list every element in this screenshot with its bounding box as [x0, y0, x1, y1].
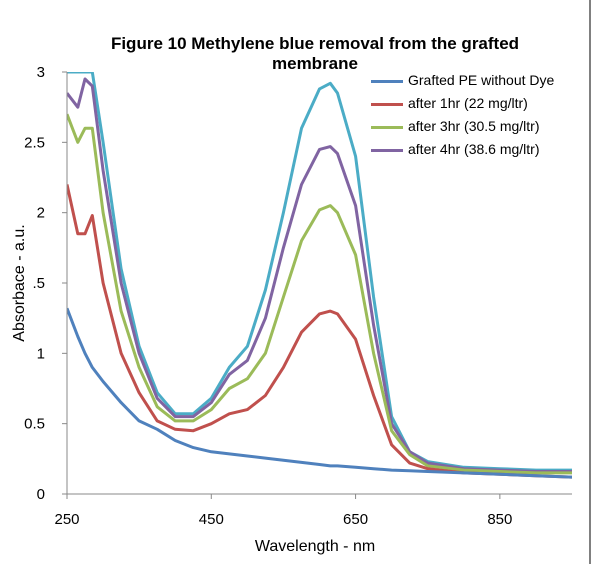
y-tick-label: 3	[37, 64, 45, 81]
y-tick-label: .5	[32, 275, 45, 292]
x-tick-label: 450	[199, 511, 224, 528]
y-axis-label: Absorbace - a.u.	[11, 224, 28, 341]
y-tick-label: 2	[37, 205, 45, 222]
series-line	[67, 113, 572, 475]
x-axis-label: Wavelength - nm	[255, 538, 375, 555]
x-tick-label: 850	[487, 511, 512, 528]
y-tick-label: 0	[37, 486, 45, 503]
legend: Grafted PE without Dye after 1hr (22 mg/l…	[368, 72, 583, 164]
plot-area	[67, 72, 572, 479]
chart-title: Figure 10 Methylene blue removal from th…	[110, 34, 520, 73]
y-tick-label: 2.5	[24, 134, 45, 151]
legend-label: after 3hr (30.5 mg/ltr)	[408, 118, 540, 134]
series-line	[67, 77, 572, 473]
legend-swatch	[371, 80, 403, 83]
x-tick-label: 650	[343, 511, 368, 528]
legend-swatch	[371, 103, 403, 106]
x-tick-label: 250	[54, 511, 79, 528]
series-line	[67, 184, 572, 479]
series-line	[67, 307, 572, 479]
y-tick-label: 0.5	[24, 416, 45, 433]
legend-swatch	[371, 149, 403, 152]
legend-label: after 1hr (22 mg/ltr)	[408, 95, 528, 111]
legend-entry: after 4hr (38.6 mg/ltr)	[368, 141, 583, 158]
legend-label: Grafted PE without Dye	[408, 72, 555, 88]
legend-swatch	[371, 126, 403, 129]
legend-label: after 4hr (38.6 mg/ltr)	[408, 141, 540, 157]
legend-entry: after 3hr (30.5 mg/ltr)	[368, 118, 583, 135]
legend-entry: Grafted PE without Dye	[368, 72, 583, 89]
legend-entry: after 1hr (22 mg/ltr)	[368, 95, 583, 112]
y-tick-label: 1	[37, 345, 45, 362]
